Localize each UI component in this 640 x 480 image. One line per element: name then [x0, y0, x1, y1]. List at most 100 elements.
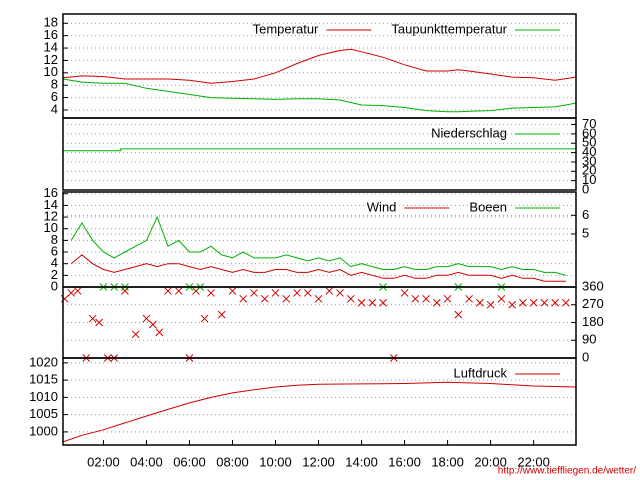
direction-marker: [228, 287, 237, 295]
direction-marker: [519, 298, 527, 307]
x-tick-label: 10:00: [259, 454, 292, 469]
y-tick-label: 20: [582, 163, 596, 178]
legend-label: Luftdruck: [454, 365, 508, 380]
x-tick-label: 12:00: [302, 454, 335, 469]
direction-marker: [303, 289, 312, 297]
y-tick-label: 4: [51, 101, 58, 116]
x-tick-label: 16:00: [388, 454, 421, 469]
y-tick-label: 180: [582, 314, 604, 329]
direction-marker: [314, 294, 323, 303]
x-tick-label: 02:00: [87, 454, 120, 469]
series-line: [70, 215, 567, 276]
series-line: [70, 254, 566, 282]
y-tick-label: 4: [51, 255, 58, 270]
direction-marker: [443, 294, 452, 303]
direction-marker: [293, 289, 301, 297]
y-tick-label: 16: [44, 27, 58, 42]
direction-marker: [155, 328, 164, 337]
legend-label: Wind: [367, 199, 397, 214]
direction-marker: [260, 294, 269, 303]
y-tick-label: 6: [51, 243, 58, 258]
y-tick-label: 1000: [29, 423, 58, 438]
direction-marker: [67, 289, 76, 297]
panel-frame: [62, 357, 577, 446]
direction-marker: [486, 300, 495, 309]
direction-marker: [174, 287, 183, 295]
direction-marker: [465, 294, 473, 303]
y-tick-label: 6: [51, 89, 58, 104]
x-tick-label: 18:00: [431, 454, 464, 469]
direction-marker: [325, 287, 334, 295]
y-tick-label: 1015: [29, 372, 58, 387]
x-tick-label: 06:00: [173, 454, 206, 469]
y-tick-label: 90: [582, 332, 596, 347]
y-tick-label: 2: [51, 267, 58, 282]
direction-marker: [454, 310, 463, 319]
direction-marker: [540, 298, 549, 307]
y-tick-label: 70: [582, 116, 596, 131]
direction-marker: [121, 287, 129, 295]
direction-marker: [271, 289, 280, 297]
y-tick-label: 8: [51, 77, 58, 92]
footer-url: http://www.tieffliegen.de/wetter/: [498, 466, 636, 477]
y-tick-label: 10: [44, 220, 58, 235]
y-tick-label: 1005: [29, 406, 58, 421]
y-tick-label: 12: [44, 208, 58, 223]
direction-marker: [368, 298, 377, 307]
direction-marker: [239, 294, 248, 303]
y-tick-label: 0: [582, 181, 589, 196]
y-tick-label: 14: [44, 39, 58, 54]
direction-marker: [250, 289, 258, 297]
legend-label: Niederschlag: [431, 125, 507, 140]
y-tick-label: 30: [582, 153, 596, 168]
direction-marker: [131, 330, 140, 339]
direction-marker: [336, 289, 344, 297]
y-tick-label: 0: [582, 349, 589, 364]
direction-marker: [207, 289, 215, 297]
direction-marker: [95, 318, 103, 327]
series-line: [62, 381, 577, 443]
series-line: [62, 48, 577, 84]
y-tick-label: 10: [582, 172, 596, 187]
y-tick-label: 0: [51, 278, 58, 293]
x-tick-label: 20:00: [474, 454, 507, 469]
legend-label: Temperatur: [253, 21, 319, 36]
x-tick-label: 08:00: [216, 454, 249, 469]
x-tick-label: 22:00: [517, 454, 550, 469]
direction-marker: [475, 298, 484, 307]
direction-marker: [149, 320, 157, 329]
y-tick-label: 360: [582, 278, 604, 293]
y-tick-label: 8: [51, 232, 58, 247]
direction-marker: [400, 289, 409, 297]
y-tick-label: 14: [44, 197, 58, 212]
x-tick-label: 04:00: [130, 454, 163, 469]
y-tick-label: 18: [44, 15, 58, 30]
direction-marker: [88, 314, 97, 323]
y-tick-label: 16: [44, 185, 58, 200]
y-tick-label: 270: [582, 296, 604, 311]
legend-label: Boeen: [469, 199, 507, 214]
y-tick-label: 10: [44, 64, 58, 79]
direction-marker: [562, 298, 570, 307]
legend-label: Taupunkttemperatur: [391, 21, 507, 36]
direction-marker: [142, 314, 151, 323]
direction-marker: [379, 298, 387, 307]
direction-marker: [508, 300, 516, 309]
direction-marker: [200, 314, 209, 323]
x-tick-label: 14:00: [345, 454, 378, 469]
direction-marker: [282, 294, 291, 303]
direction-marker: [73, 287, 82, 295]
direction-marker: [357, 298, 366, 307]
y-tick-label: 50: [582, 135, 596, 150]
direction-marker: [164, 287, 172, 295]
direction-marker: [551, 298, 559, 307]
y-tick-label: 6: [582, 207, 589, 222]
y-tick-label: 1010: [29, 389, 58, 404]
y-tick-label: 40: [582, 144, 596, 159]
panel-frame: [62, 117, 577, 191]
direction-marker: [432, 298, 441, 307]
direction-marker: [346, 294, 355, 303]
y-tick-label: 60: [582, 125, 596, 140]
direction-marker: [529, 298, 538, 307]
